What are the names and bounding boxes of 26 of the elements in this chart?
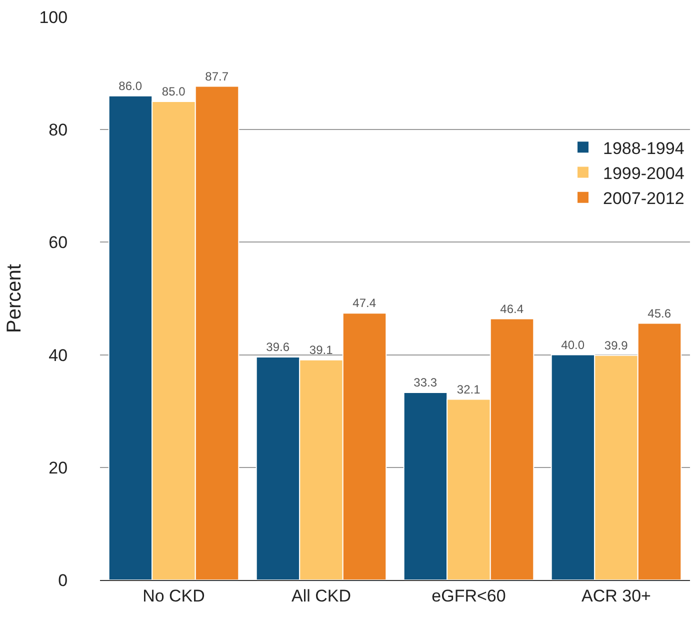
y-tick-label: 20	[48, 458, 68, 478]
text: 32.1	[456, 382, 480, 396]
legend-label: 1988-1994	[603, 138, 684, 158]
text: 46.4	[500, 302, 524, 316]
legend-label: 2007-2012	[603, 188, 684, 208]
y-tick-label: 0	[58, 570, 68, 590]
text: 47.4	[352, 296, 376, 310]
text: 39.9	[604, 338, 628, 352]
text: 85.0	[162, 84, 186, 98]
text: 33.3	[414, 376, 438, 390]
text: 45.6	[648, 306, 672, 320]
text: 86.0	[118, 78, 142, 93]
y-tick-label: 60	[48, 233, 68, 252]
x-tick-label: All CKD	[291, 586, 352, 606]
legend-label: 1999-2004	[603, 164, 684, 183]
y-tick-label: 40	[48, 346, 68, 365]
text: 39.1	[309, 342, 333, 357]
text: 39.6	[266, 340, 290, 354]
y-tick-label: 80	[48, 120, 68, 140]
text: 40.0	[561, 338, 585, 352]
x-tick-label: eGFR<60	[432, 586, 506, 606]
y-tick-label: 100	[39, 8, 68, 27]
y-axis-title: Percent	[4, 264, 26, 333]
text: 87.7	[205, 69, 229, 84]
x-tick-label: No CKD	[142, 586, 205, 606]
x-tick-label: ACR 30+	[582, 586, 652, 606]
